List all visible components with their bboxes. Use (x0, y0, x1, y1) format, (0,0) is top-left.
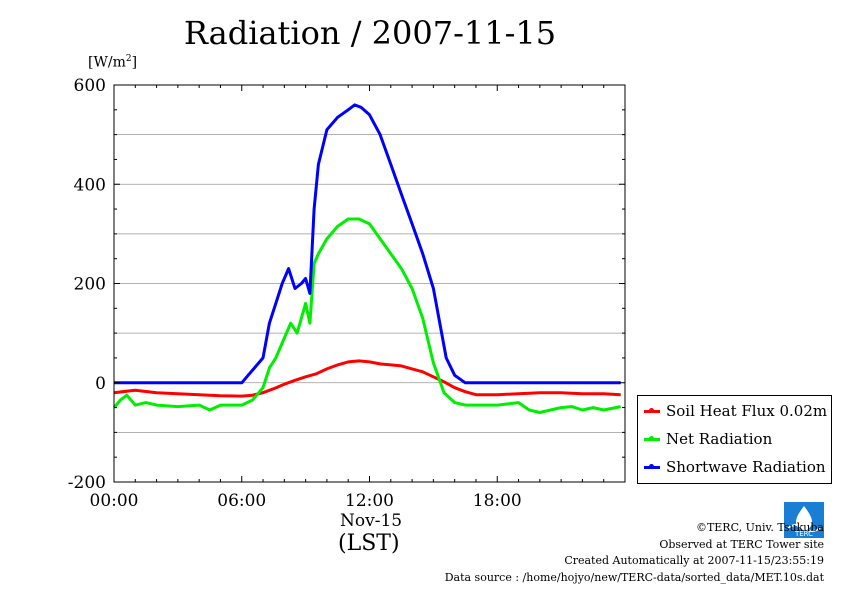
legend-label: Soil Heat Flux 0.02m (666, 402, 828, 420)
series-line-shortwave-radiation (114, 103, 621, 385)
terc-logo-icon: TERC (784, 502, 824, 538)
x-tick-label: 00:00 (90, 491, 139, 511)
unit-superscript: 2 (125, 54, 132, 64)
created-text: Created Automatically at 2007-11-15/23:5… (564, 554, 824, 567)
credits-block: ©TERC, Univ. Tsukuba Observed at TERC To… (445, 520, 824, 586)
logo-text: TERC (794, 530, 813, 538)
y-tick-label: -200 (68, 473, 106, 493)
y-axis-unit: [W/m2] (88, 54, 137, 71)
x-axis-date-label: Nov-15 (340, 511, 403, 531)
series-layer (112, 103, 621, 414)
axis-ticks: -200 0 200 400 600 00:00 06:00 12:00 18:00 (68, 76, 626, 511)
legend-swatch-green (644, 435, 660, 441)
x-axis-label: (LST) (338, 531, 400, 556)
y-tick-label: 600 (74, 76, 106, 96)
copyright-text: ©TERC, Univ. Tsukuba (695, 521, 824, 534)
legend-item-net-radiation: Net Radiation (644, 428, 772, 450)
legend-label: Net Radiation (666, 430, 773, 448)
legend-label: Shortwave Radiation (666, 458, 826, 476)
y-tick-label: 400 (74, 175, 106, 195)
unit-base: [W/m (88, 54, 126, 71)
legend-swatch-blue (644, 463, 660, 469)
legend-item-soil-heat-flux: Soil Heat Flux 0.02m (644, 400, 827, 422)
y-tick-label: 0 (95, 374, 106, 394)
unit-close: ] (131, 54, 138, 71)
y-tick-label: 200 (74, 275, 106, 295)
legend: Soil Heat Flux 0.02m Net Radiation Short… (637, 395, 832, 484)
series-line-net-radiation (112, 217, 621, 414)
x-tick-label: 06:00 (217, 491, 266, 511)
chart-title: Radiation / 2007-11-15 (183, 14, 557, 52)
legend-item-shortwave-radiation: Shortwave Radiation (644, 456, 826, 478)
grid-lines (114, 134, 625, 433)
source-text: Data source : /home/hojyo/new/TERC-data/… (444, 570, 824, 584)
x-tick-label: 18:00 (473, 491, 522, 511)
legend-swatch-red (644, 407, 660, 413)
x-tick-label: 12:00 (345, 491, 394, 511)
series-line-soil-heat-flux-0-02m (113, 359, 621, 398)
site-text: Observed at TERC Tower site (659, 537, 824, 551)
